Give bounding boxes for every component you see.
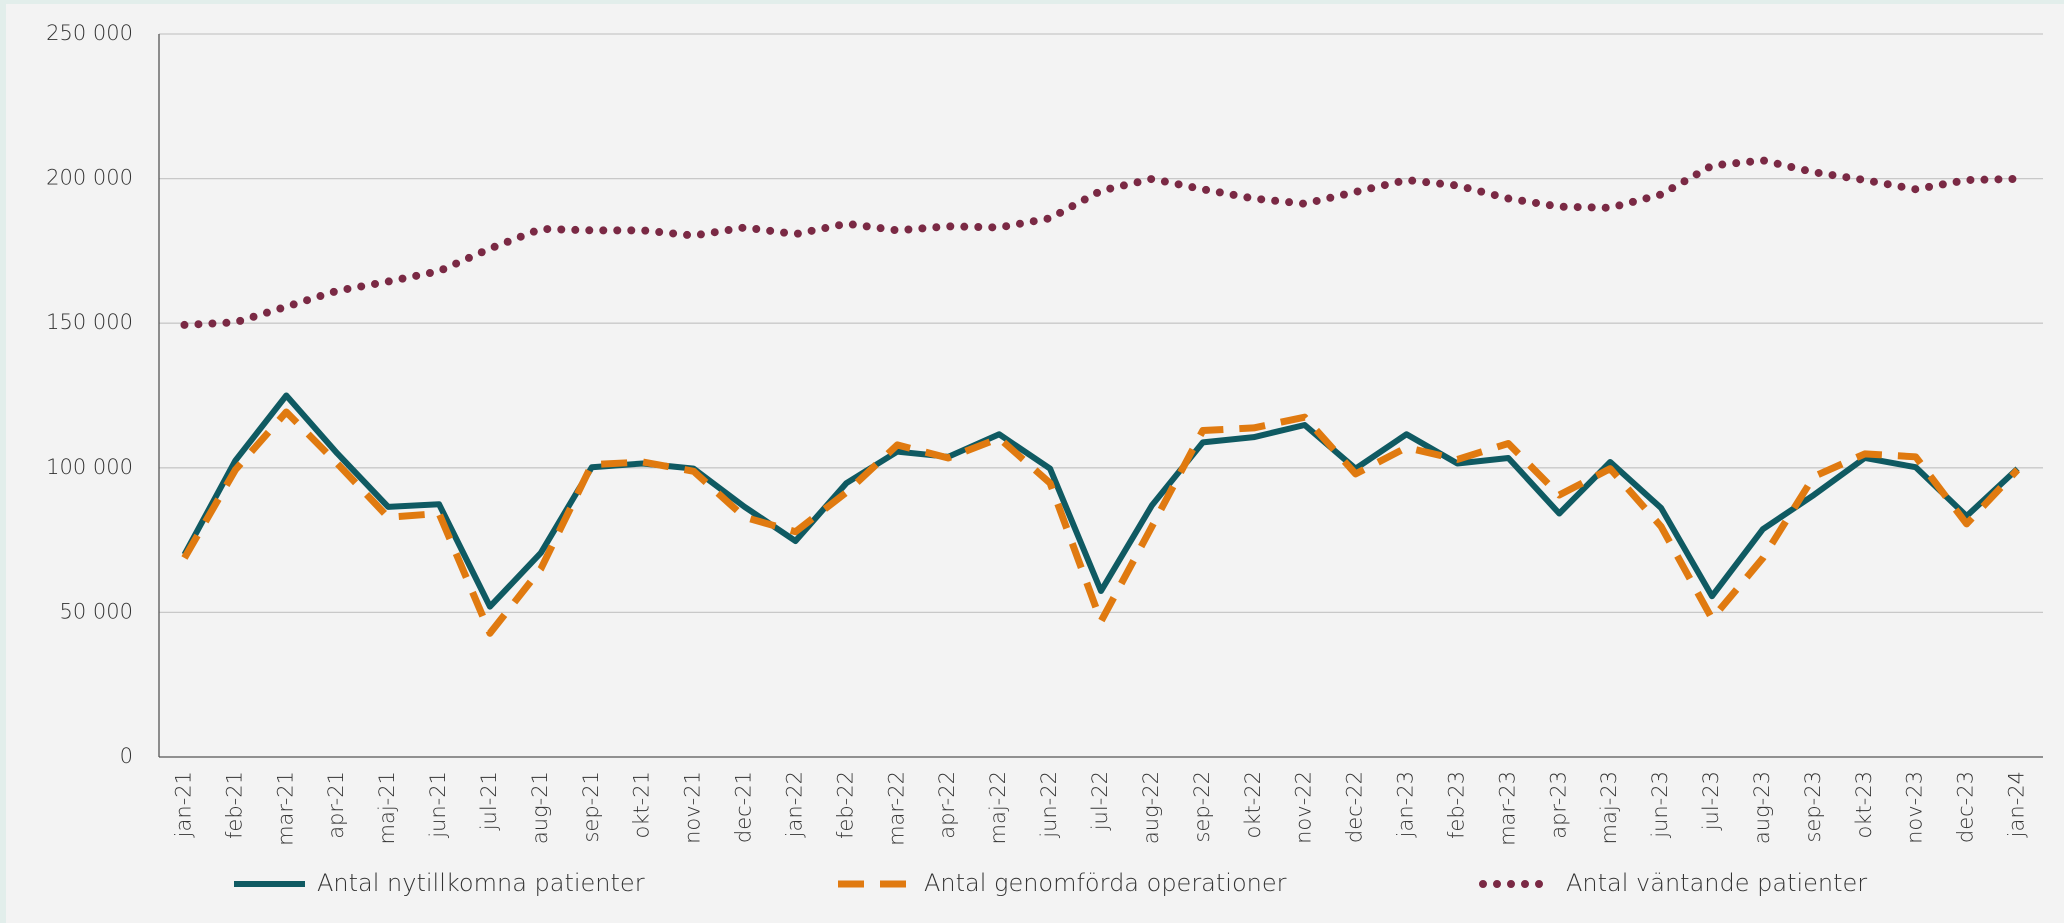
y-tick-label: 200 000 xyxy=(46,166,133,190)
x-tick-label: maj-22 xyxy=(986,771,1010,844)
legend-label: Antal nytillkomna patienter xyxy=(317,869,645,897)
x-tick-label: maj-21 xyxy=(375,771,399,844)
x-tick-label: okt-21 xyxy=(630,771,654,839)
x-tick-label: sep-22 xyxy=(1190,771,1214,843)
x-tick-label: apr-23 xyxy=(1546,771,1570,839)
y-tick-label: 100 000 xyxy=(46,455,133,479)
x-tick-label: sep-23 xyxy=(1801,771,1825,843)
x-tick-label: feb-22 xyxy=(833,771,857,839)
x-tick-label: mar-23 xyxy=(1495,771,1519,846)
x-tick-label: okt-22 xyxy=(1241,771,1265,839)
x-tick-label: jun-23 xyxy=(1648,771,1672,839)
series-line xyxy=(181,392,2020,610)
x-tick-label: sep-21 xyxy=(579,771,603,843)
x-tick-label: jul-22 xyxy=(1088,771,1112,831)
x-tick-label: nov-21 xyxy=(681,771,705,844)
x-tick-label: aug-23 xyxy=(1750,771,1774,844)
x-tick-label: aug-21 xyxy=(528,771,552,844)
x-tick-label: mar-22 xyxy=(884,771,908,846)
x-tick-label: okt-23 xyxy=(1852,771,1876,839)
frame xyxy=(0,0,2064,4)
y-tick-label: 250 000 xyxy=(46,21,133,45)
x-tick-label: aug-22 xyxy=(1139,771,1163,844)
x-tick-label: apr-21 xyxy=(324,771,348,839)
x-tick-label: jan-23 xyxy=(1394,771,1418,838)
x-tick-label: feb-23 xyxy=(1444,771,1468,839)
series-line xyxy=(181,408,2021,637)
x-tick-label: dec-22 xyxy=(1343,771,1367,843)
frame xyxy=(0,0,6,923)
x-tick-label: jan-21 xyxy=(171,771,195,838)
x-tick-label: jul-23 xyxy=(1699,771,1723,831)
y-tick-label: 150 000 xyxy=(46,310,133,334)
y-tick-label: 0 xyxy=(120,744,133,768)
x-tick-label: jan-24 xyxy=(2005,771,2029,838)
x-tick-label: apr-22 xyxy=(935,771,959,839)
y-tick-label: 50 000 xyxy=(60,599,133,623)
x-tick-label: jul-21 xyxy=(477,771,501,831)
legend-label: Antal väntande patienter xyxy=(1566,869,1867,897)
series-line xyxy=(180,156,2022,329)
x-tick-label: mar-21 xyxy=(273,771,297,846)
x-tick-label: maj-23 xyxy=(1597,771,1621,844)
x-tick-label: dec-23 xyxy=(1954,771,1978,843)
legend: Antal nytillkomna patienter Antal genomfö… xyxy=(234,869,1867,897)
x-tick-label: feb-21 xyxy=(222,771,246,839)
x-tick-label: nov-23 xyxy=(1903,771,1927,844)
x-tick-label: jun-22 xyxy=(1037,771,1061,839)
legend-label: Antal genomförda operationer xyxy=(924,869,1287,897)
x-tick-label: jan-22 xyxy=(782,771,806,838)
x-tick-label: dec-21 xyxy=(732,771,756,843)
x-tick-label: jun-21 xyxy=(426,771,450,839)
x-tick-label: nov-22 xyxy=(1292,771,1316,844)
